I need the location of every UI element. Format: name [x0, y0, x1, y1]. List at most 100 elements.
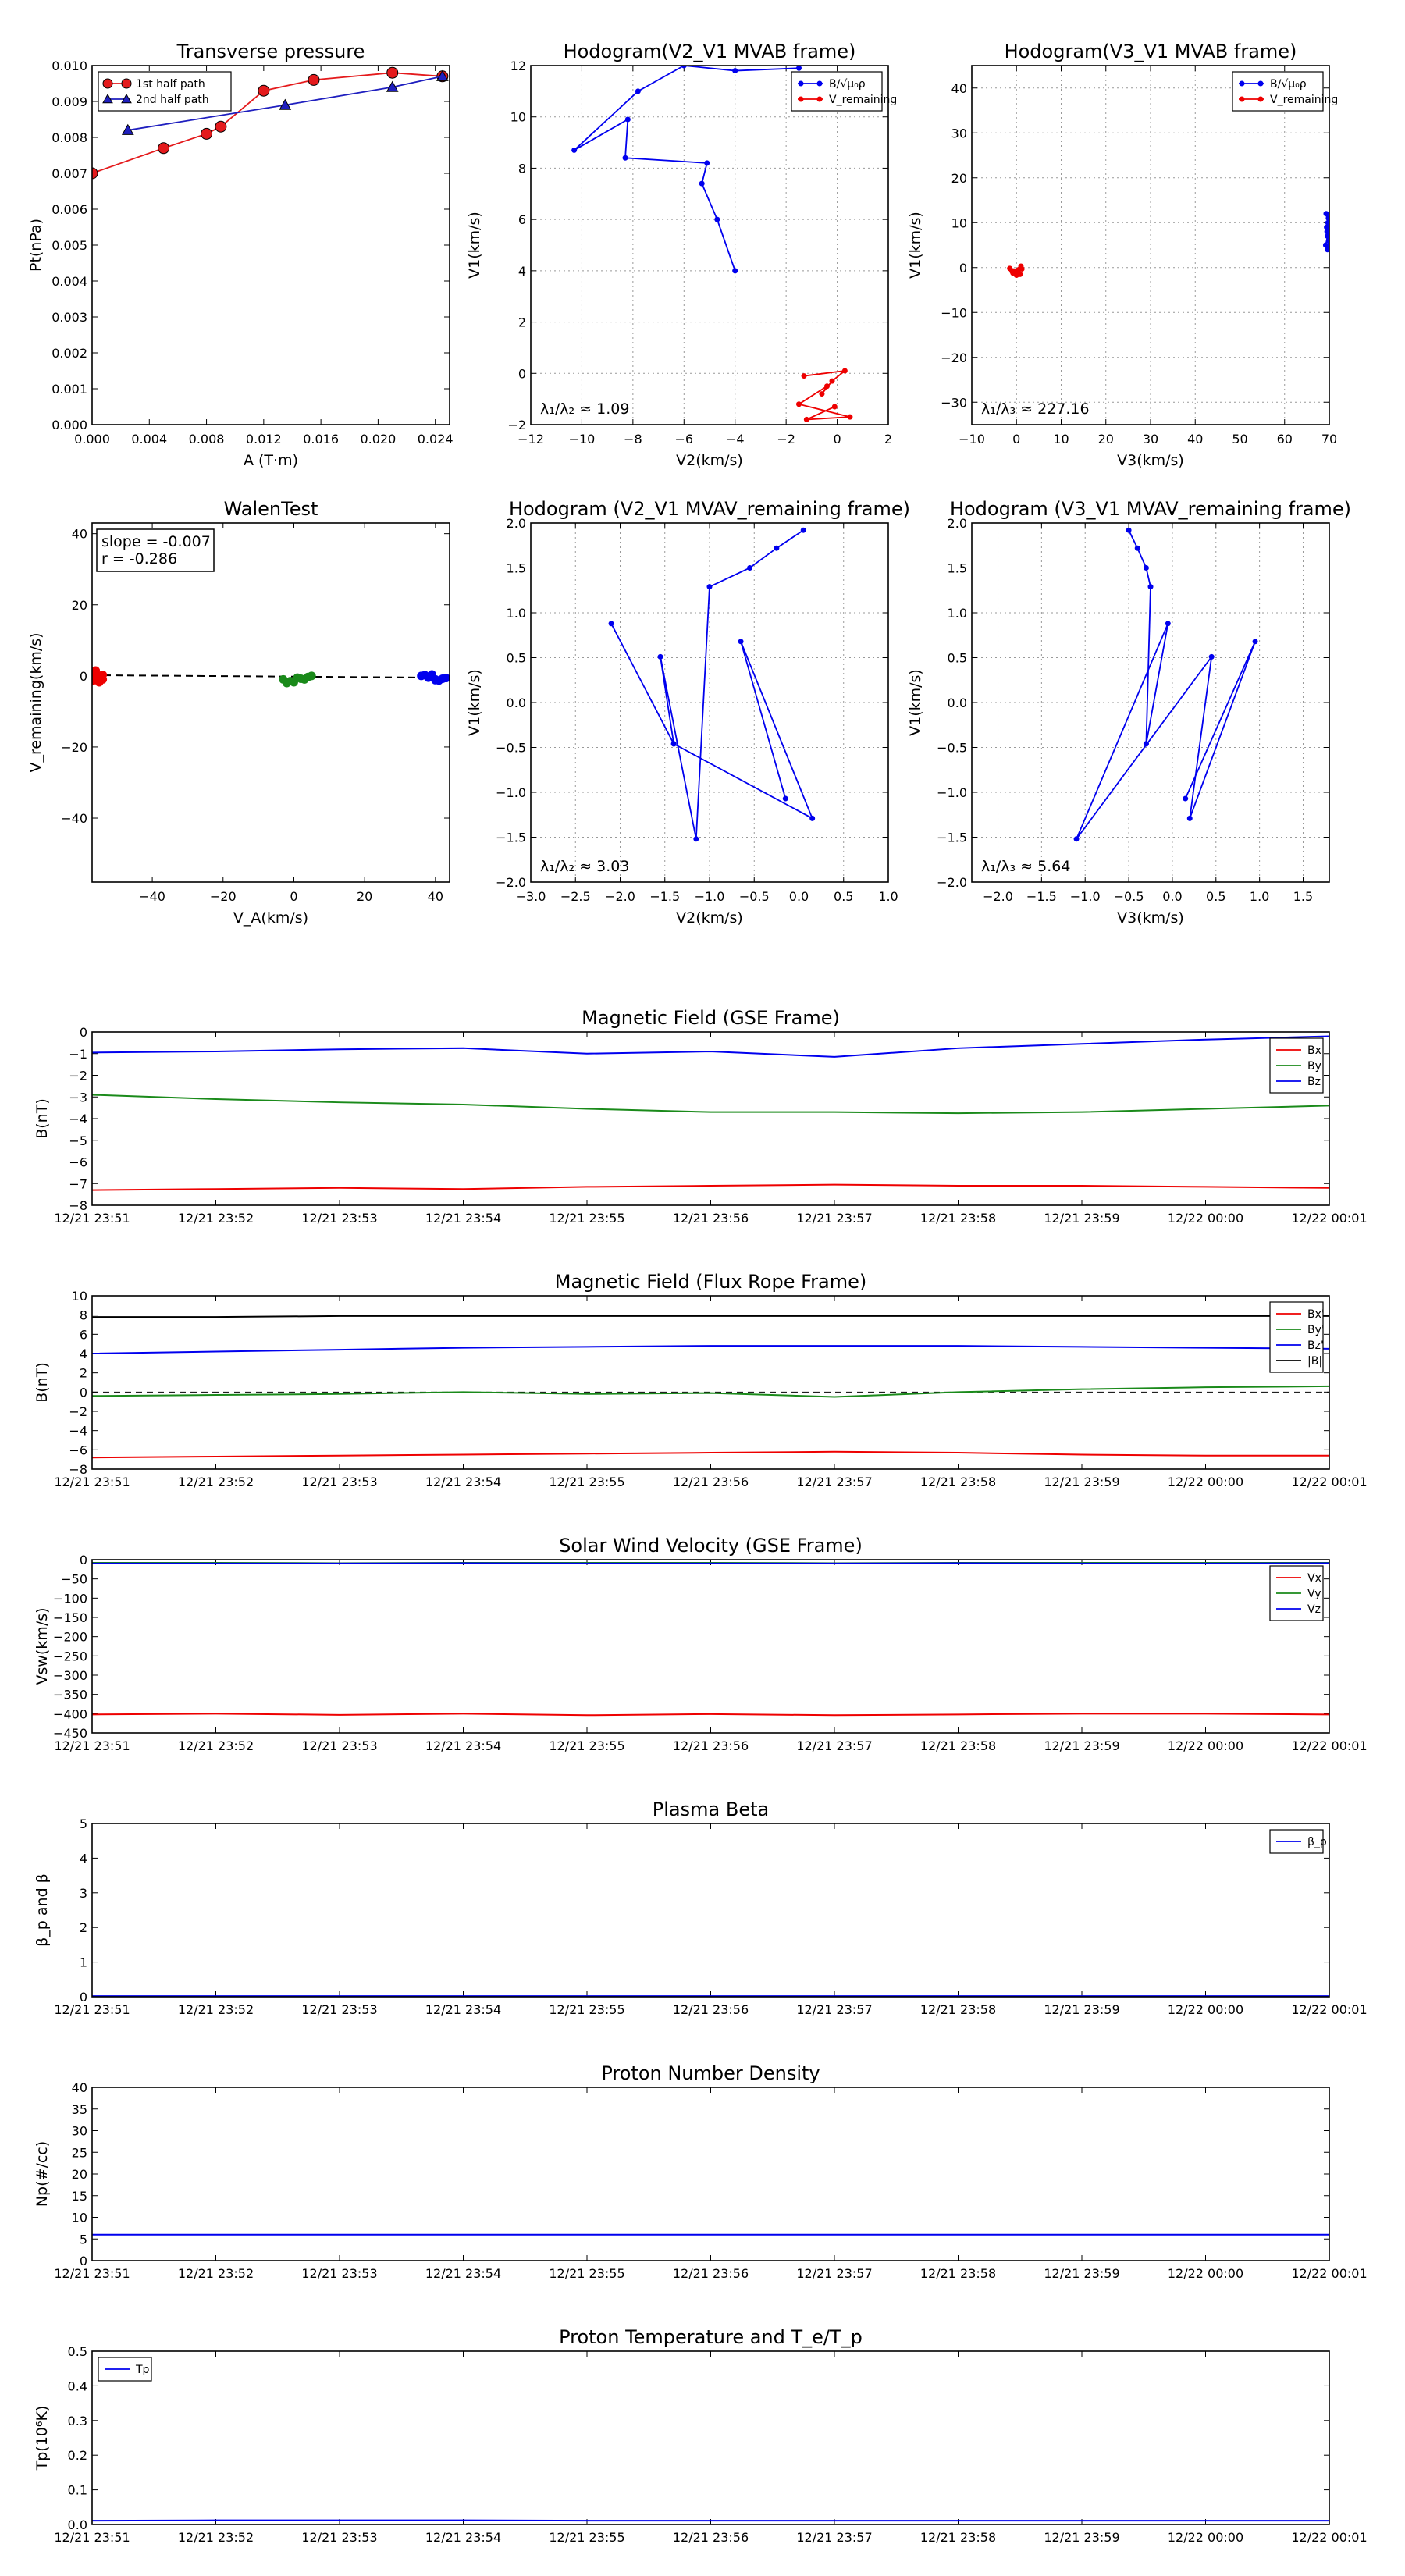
legend-label: Vz — [1307, 1603, 1321, 1616]
x-tick-label: 12/21 23:51 — [54, 2266, 130, 2281]
legend-label: Bz' — [1307, 1340, 1324, 1352]
y-tick-label: 25 — [72, 2145, 87, 2160]
plot-frame — [91, 1559, 1330, 1734]
y-tick-label: 15 — [72, 2189, 87, 2204]
data-point — [441, 674, 450, 683]
series-group — [1073, 527, 1258, 842]
y-tick-label: −400 — [53, 1706, 87, 1721]
series-group — [92, 1561, 1329, 1717]
data-point — [420, 671, 429, 680]
legend-marker — [798, 80, 804, 87]
y-tick-label: 10 — [72, 2211, 87, 2226]
x-tick-label: 12/21 23:53 — [301, 1738, 377, 1753]
chart-beta: 0 1 2 3 4 5 12/21 23:51 12/21 23:52 12/21 23:53 1… — [34, 1799, 1368, 2017]
y-tick-label: −50 — [61, 1572, 87, 1587]
y-tick-label: −2 — [69, 1069, 87, 1083]
x-tick-label: 12/21 23:56 — [673, 1475, 749, 1489]
x-tick-label: −2.0 — [605, 889, 635, 904]
series-1sthalfpath-line — [92, 72, 443, 174]
data-point — [1325, 219, 1329, 226]
plot-frame — [91, 2350, 1330, 2525]
data-point — [92, 677, 97, 686]
x-tick-label: 12/21 23:59 — [1044, 2002, 1119, 2017]
y-tick-label: 0.002 — [52, 346, 87, 361]
x-tick-label: 12/21 23:56 — [673, 1211, 749, 1226]
x-tick-label: 12/21 23:55 — [549, 2530, 624, 2545]
chart-title: Magnetic Field (Flux Rope Frame) — [555, 1271, 866, 1293]
x-tick-label: 12/22 00:01 — [1291, 1738, 1367, 1753]
plot-frame — [91, 2087, 1330, 2261]
y-axis-label: Tp(10⁶K) — [34, 2406, 51, 2471]
data-point — [571, 147, 578, 153]
x-tick-label: 2 — [884, 432, 892, 447]
data-point — [1325, 233, 1329, 239]
y-tick-label: −4 — [69, 1424, 87, 1439]
legend-label: |B| — [1307, 1355, 1322, 1368]
x-tick-label: −2.5 — [560, 889, 591, 904]
data-point — [635, 88, 641, 94]
x-tick-label: 12/21 23:56 — [673, 2002, 749, 2017]
y-tick-label: −30 — [941, 395, 967, 410]
ticks: −2.0−1.5−1.0−0.50.00.51.01.52.0−3.0 −2.5−… — [496, 516, 898, 904]
y-tick-label: 0.2 — [68, 2448, 87, 2463]
data-point — [121, 123, 134, 135]
y-axis-label: V1(km/s) — [907, 212, 924, 279]
y-tick-label: 0 — [80, 1025, 87, 1040]
y-tick-label: −10 — [941, 305, 967, 320]
x-tick-label: 0.000 — [74, 432, 110, 447]
x-tick-label: 12/21 23:59 — [1044, 1475, 1119, 1489]
legend: Tp — [98, 2357, 152, 2382]
x-tick-label: 12/21 23:56 — [673, 2266, 749, 2281]
data-point — [670, 741, 677, 747]
legend-marker — [102, 93, 113, 104]
y-tick-label: 0.008 — [52, 130, 87, 145]
x-axis-label: V2(km/s) — [676, 909, 743, 927]
data-point — [215, 120, 227, 133]
chart-title: Hodogram (V3_V1 MVAV_remaining frame) — [950, 498, 1351, 520]
series-group — [608, 527, 816, 842]
x-tick-label: −40 — [139, 889, 165, 904]
y-tick-label: 0.004 — [52, 274, 87, 289]
data-point — [1134, 545, 1140, 551]
x-tick-label: −20 — [210, 889, 237, 904]
x-tick-label: 12/21 23:54 — [425, 2002, 501, 2017]
chart-bfr: −8 −6 −4 −2 0 2 4 6 8 10 12/21 23:51 12/21 23:52 12/… — [34, 1271, 1368, 1489]
series-bx-line — [92, 1183, 1329, 1191]
x-tick-label: 12/22 00:01 — [1291, 1475, 1367, 1489]
legend-label: Bz — [1307, 1076, 1321, 1088]
series-vremaining-line — [797, 369, 851, 421]
legend-label: Tp — [135, 2364, 150, 2376]
legend-label: V_remaining — [1270, 94, 1338, 106]
x-tick-label: 12/21 23:52 — [178, 2002, 254, 2017]
legend-label: 1st half path — [136, 78, 205, 91]
y-axis-label: V1(km/s) — [907, 669, 924, 736]
x-axis-label: V3(km/s) — [1117, 909, 1184, 927]
y-tick-label: 0.1 — [68, 2483, 87, 2498]
data-point — [699, 180, 705, 187]
legend: 1st half path 2nd half path — [98, 71, 232, 112]
x-tick-label: 12/21 23:54 — [425, 1211, 501, 1226]
x-tick-label: −0.5 — [1114, 889, 1144, 904]
y-tick-label: 10 — [72, 1289, 87, 1304]
chart-title: Proton Temperature and T_e/T_p — [559, 2326, 863, 2348]
x-tick-label: 12/21 23:51 — [54, 2530, 130, 2545]
legend-marker — [121, 78, 132, 89]
x-tick-label: 0.008 — [189, 432, 225, 447]
stats-line: slope = -0.007 — [101, 533, 211, 550]
x-tick-label: 12/21 23:52 — [178, 2530, 254, 2545]
y-tick-label: 4 — [518, 264, 526, 279]
y-tick-label: 4 — [80, 1347, 87, 1361]
x-tick-label: −4 — [726, 432, 745, 447]
plot-frame — [91, 1031, 1330, 1206]
y-axis-label: Vsw(km/s) — [34, 1607, 51, 1685]
y-tick-label: 3 — [80, 1886, 87, 1901]
x-tick-label: 70 — [1321, 432, 1337, 447]
legend-label: B/√μ₀ρ — [1270, 78, 1307, 91]
y-tick-label: −200 — [53, 1630, 87, 1645]
legend-label: Bx — [1307, 1044, 1321, 1057]
x-tick-label: 12/21 23:51 — [54, 1738, 130, 1753]
x-tick-label: 12/21 23:51 — [54, 1475, 130, 1489]
legend-marker — [816, 96, 823, 102]
y-tick-label: 0.0 — [507, 696, 526, 710]
y-tick-label: 20 — [951, 171, 967, 186]
